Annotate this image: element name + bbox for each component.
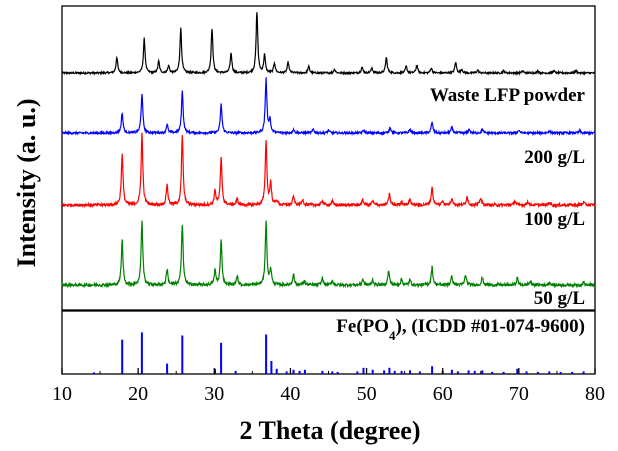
bottom-panel: Fe(PO4), (ICDD #01-074-9600) xyxy=(62,311,595,374)
pattern-line-4 xyxy=(62,221,595,287)
x-tick-label-50: 50 xyxy=(357,383,377,405)
x-axis-title: 2 Theta (degree) xyxy=(240,416,421,445)
series-label-200: 200 g/L xyxy=(524,147,585,168)
reference-lines-group xyxy=(94,332,584,374)
x-tick-label-30: 30 xyxy=(204,383,224,405)
x-tick-label-10: 10 xyxy=(52,383,72,405)
pattern-series-group xyxy=(62,12,595,286)
pattern-line-3 xyxy=(62,133,595,207)
x-tick-label-80: 80 xyxy=(585,383,605,405)
x-tick-label-70: 70 xyxy=(509,383,529,405)
series-label-50: 50 g/L xyxy=(534,288,585,309)
x-tick-label-20: 20 xyxy=(128,383,148,405)
x-tick-label-40: 40 xyxy=(280,383,300,405)
top-panel-frame xyxy=(62,6,595,310)
reference-label-prefix: Fe(PO xyxy=(336,316,389,337)
series-label-100: 100 g/L xyxy=(524,209,585,230)
series-label-waste: Waste LFP powder xyxy=(430,85,586,106)
reference-label-suffix: ), (ICDD #01-074-9600) xyxy=(396,316,585,337)
x-tick-label-60: 60 xyxy=(433,383,453,405)
pattern-line-1 xyxy=(62,12,595,74)
top-panel: Waste LFP powder 200 g/L 100 g/L 50 g/L xyxy=(62,6,595,310)
reference-label: Fe(PO4), (ICDD #01-074-9600) xyxy=(336,316,585,343)
y-axis-title: Intensity (a. u.) xyxy=(12,98,41,267)
